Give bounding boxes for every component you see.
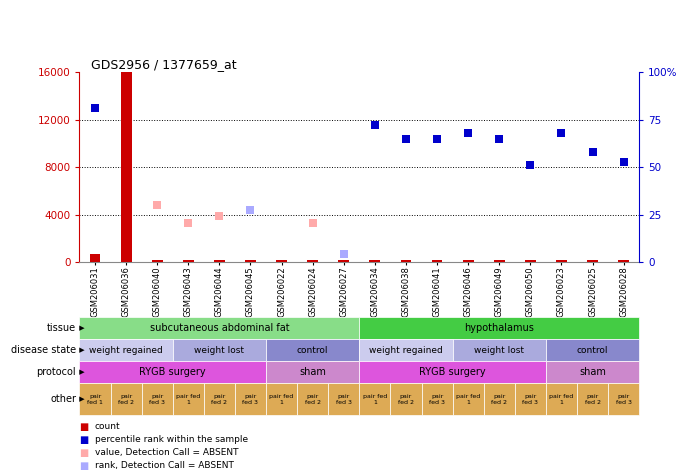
Text: GDS2956 / 1377659_at: GDS2956 / 1377659_at: [91, 58, 236, 71]
Text: rank, Detection Call = ABSENT: rank, Detection Call = ABSENT: [95, 461, 234, 470]
Bar: [339, 261, 349, 262]
Text: weight regained: weight regained: [369, 346, 443, 355]
Text: ■: ■: [79, 435, 88, 445]
Text: ■: ■: [79, 448, 88, 458]
Bar: [121, 72, 131, 262]
Bar: [276, 261, 287, 262]
Text: sham: sham: [579, 367, 606, 377]
Text: RYGB surgery: RYGB surgery: [140, 367, 206, 377]
Bar: [463, 260, 473, 262]
Text: value, Detection Call = ABSENT: value, Detection Call = ABSENT: [95, 448, 238, 457]
Text: control: control: [297, 346, 328, 355]
Text: pair
fed 2: pair fed 2: [491, 394, 507, 405]
Text: protocol: protocol: [37, 367, 76, 377]
Bar: [152, 261, 162, 262]
Text: control: control: [577, 346, 608, 355]
Text: pair fed
1: pair fed 1: [363, 394, 387, 405]
Text: pair
fed 2: pair fed 2: [118, 394, 134, 405]
Text: ■: ■: [79, 422, 88, 432]
Bar: [494, 260, 504, 262]
Text: weight lost: weight lost: [474, 346, 524, 355]
Bar: [214, 260, 225, 262]
Bar: [90, 254, 100, 262]
Bar: [401, 261, 411, 262]
Text: subcutaneous abdominal fat: subcutaneous abdominal fat: [149, 323, 290, 333]
Text: other: other: [50, 394, 76, 404]
Text: ▶: ▶: [77, 369, 85, 375]
Text: pair fed
1: pair fed 1: [269, 394, 294, 405]
Bar: [307, 261, 318, 262]
Text: pair
fed 3: pair fed 3: [336, 394, 352, 405]
Bar: [183, 261, 193, 262]
Text: pair fed
1: pair fed 1: [176, 394, 200, 405]
Text: disease state: disease state: [11, 345, 76, 355]
Text: percentile rank within the sample: percentile rank within the sample: [95, 435, 248, 444]
Bar: [618, 261, 629, 262]
Text: sham: sham: [299, 367, 326, 377]
Text: ▶: ▶: [77, 396, 85, 402]
Bar: [587, 260, 598, 262]
Bar: [525, 260, 536, 262]
Bar: [245, 260, 256, 262]
Text: ▶: ▶: [77, 325, 85, 331]
Text: ▶: ▶: [77, 347, 85, 353]
Text: RYGB surgery: RYGB surgery: [419, 367, 486, 377]
Bar: [432, 261, 442, 262]
Text: count: count: [95, 422, 120, 431]
Text: pair
fed 3: pair fed 3: [429, 394, 445, 405]
Text: pair
fed 2: pair fed 2: [398, 394, 414, 405]
Text: pair
fed 3: pair fed 3: [616, 394, 632, 405]
Text: ■: ■: [79, 461, 88, 471]
Text: pair fed
1: pair fed 1: [456, 394, 480, 405]
Text: weight lost: weight lost: [194, 346, 245, 355]
Text: pair
fed 2: pair fed 2: [211, 394, 227, 405]
Bar: [370, 261, 380, 262]
Text: pair fed
1: pair fed 1: [549, 394, 574, 405]
Text: hypothalamus: hypothalamus: [464, 323, 534, 333]
Text: weight regained: weight regained: [89, 346, 163, 355]
Text: pair
fed 3: pair fed 3: [522, 394, 538, 405]
Text: pair
fed 1: pair fed 1: [87, 394, 103, 405]
Text: pair
fed 3: pair fed 3: [243, 394, 258, 405]
Text: pair
fed 2: pair fed 2: [305, 394, 321, 405]
Text: tissue: tissue: [47, 323, 76, 333]
Text: pair
fed 3: pair fed 3: [149, 394, 165, 405]
Text: pair
fed 2: pair fed 2: [585, 394, 600, 405]
Bar: [556, 261, 567, 262]
